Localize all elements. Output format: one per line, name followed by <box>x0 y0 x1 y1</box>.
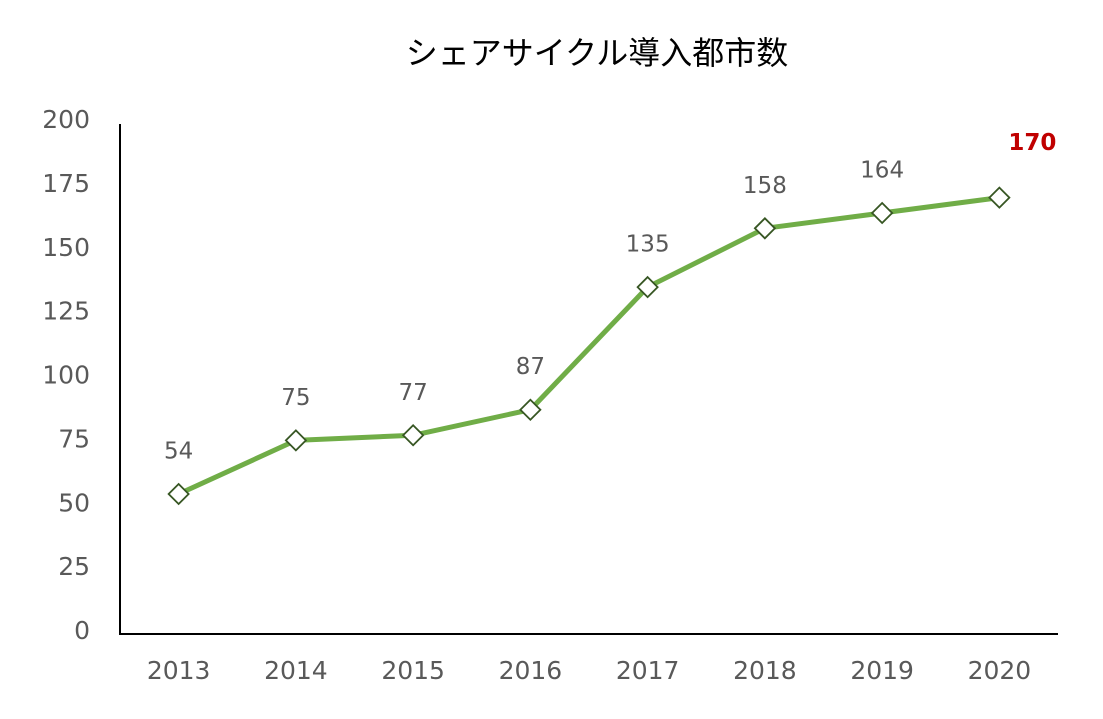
value-label: 135 <box>626 232 670 258</box>
x-tick-label: 2020 <box>968 656 1032 685</box>
y-tick-label: 25 <box>58 552 90 581</box>
marker <box>870 201 894 225</box>
x-tick-label: 2015 <box>381 656 445 685</box>
marker <box>284 429 308 452</box>
marker <box>167 482 190 506</box>
x-tick-label: 2019 <box>850 656 914 685</box>
y-tick-label: 50 <box>58 488 90 517</box>
value-label: 158 <box>743 173 787 199</box>
marker <box>988 186 1011 209</box>
chart-title: シェアサイクル導入都市数 <box>406 34 788 72</box>
value-label: 170 <box>1008 130 1056 156</box>
value-label: 77 <box>398 380 427 406</box>
y-tick-label: 75 <box>58 424 90 453</box>
series-line <box>177 195 1000 497</box>
x-tick-label: 2016 <box>499 656 563 685</box>
marker <box>519 398 542 421</box>
value-label: 87 <box>516 354 545 380</box>
value-label: 75 <box>281 385 310 411</box>
value-label: 54 <box>164 439 193 465</box>
value-label: 164 <box>860 157 904 183</box>
marker <box>401 423 425 447</box>
marker <box>753 217 777 240</box>
marker <box>636 275 659 299</box>
x-tick-label: 2018 <box>733 656 797 685</box>
y-tick-label: 125 <box>42 297 90 326</box>
y-tick-label: 175 <box>42 169 90 198</box>
y-tick-label: 100 <box>42 361 90 390</box>
x-tick-label: 2013 <box>147 656 211 685</box>
y-tick-label: 0 <box>74 616 90 645</box>
y-tick-label: 150 <box>42 233 90 262</box>
y-tick-label: 200 <box>42 105 90 134</box>
x-tick-label: 2014 <box>264 656 328 685</box>
x-tick-label: 2017 <box>616 656 680 685</box>
